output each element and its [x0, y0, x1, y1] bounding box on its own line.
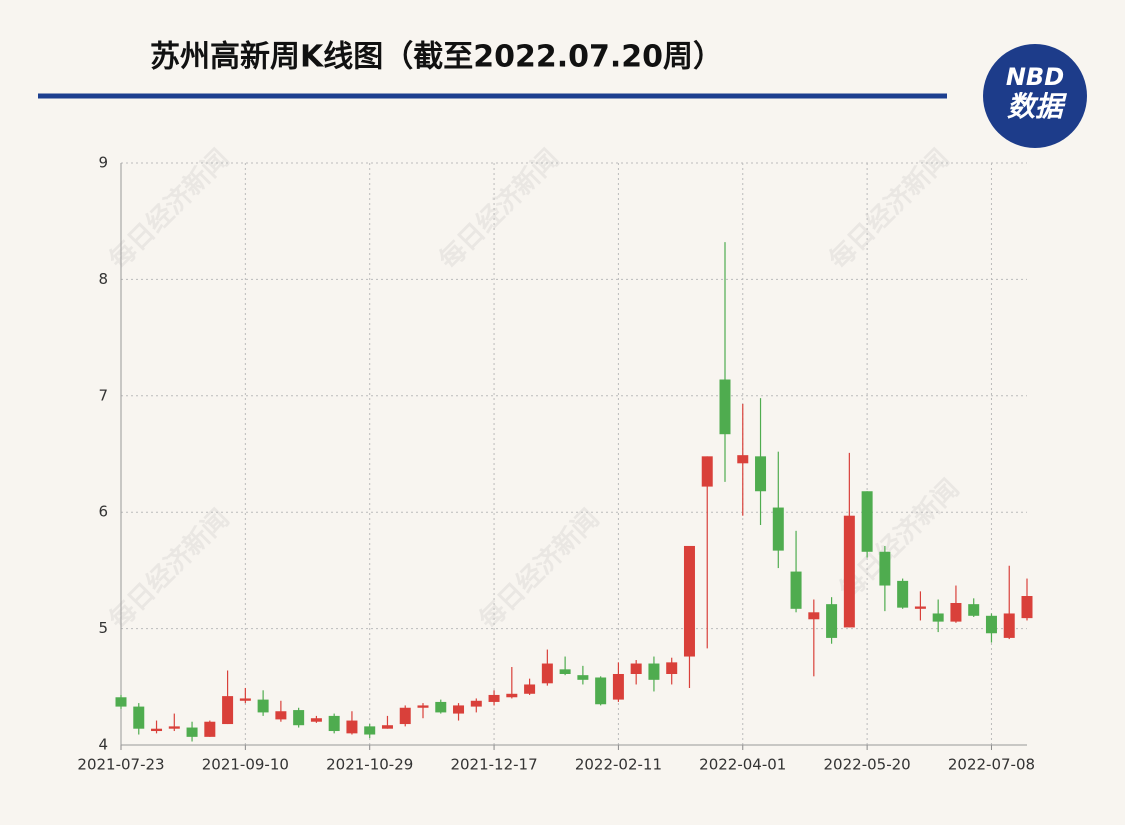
candle-body [1021, 596, 1033, 619]
logo-bottom: 数据 [1007, 90, 1068, 123]
candle-body [701, 456, 713, 487]
candle-body [186, 727, 198, 737]
candle-body [399, 707, 411, 725]
candle-body [239, 698, 251, 701]
candle-body [470, 700, 482, 707]
x-tick-label: 2022-02-11 [575, 756, 662, 774]
candle-body [222, 696, 234, 725]
candle-body [595, 677, 607, 705]
x-tick-label: 2021-10-29 [326, 756, 413, 774]
candle-body [435, 701, 447, 713]
candle-body [151, 728, 163, 732]
candle-body [950, 602, 962, 622]
candle-body [328, 715, 340, 732]
candle-body [737, 455, 749, 464]
x-tick-label: 2021-07-23 [77, 756, 164, 774]
candle-body [275, 711, 287, 720]
candle-body [968, 604, 980, 616]
candle-body [417, 705, 429, 708]
candle-body [115, 697, 127, 707]
candle-body [985, 615, 997, 634]
candle-body [808, 612, 820, 620]
candle-body [133, 706, 145, 729]
y-tick-label: 5 [98, 619, 108, 637]
logo-circle [983, 44, 1087, 148]
candle-body [826, 604, 838, 638]
y-tick-label: 6 [98, 503, 108, 521]
candle-body [755, 456, 767, 492]
candle-body [630, 663, 642, 674]
y-tick-label: 7 [98, 386, 108, 404]
candle-body [381, 725, 393, 729]
plot: 4 5 6 7 8 9 2021-07-23 2021-09-10 2021-10-29 2021… [77, 154, 1035, 774]
logo-top: NBD [1006, 63, 1064, 91]
x-tick-label: 2021-09-10 [202, 756, 289, 774]
y-tick-label: 4 [98, 736, 108, 754]
candle-body [364, 726, 376, 735]
candle-body [932, 613, 944, 622]
x-tick-label: 2022-05-20 [824, 756, 911, 774]
candle-body [897, 580, 909, 608]
candle-body [293, 710, 305, 726]
candle-body [346, 720, 358, 734]
candle-body [257, 699, 269, 713]
candle-body [1003, 613, 1015, 638]
candle-body [790, 571, 802, 609]
candle-body [204, 721, 216, 737]
chart-title: 苏州高新周K线图（截至2022.07.20周） [150, 40, 723, 75]
candle-body [524, 684, 536, 694]
candle-body [577, 675, 589, 680]
candle-body [310, 718, 322, 722]
y-tick-label: 9 [98, 154, 108, 172]
candle-body [541, 663, 553, 684]
candle-body [772, 507, 784, 551]
candle-body [453, 705, 465, 714]
candle-body [843, 515, 855, 628]
candle-body [168, 726, 180, 729]
x-tick-label: 2022-04-01 [699, 756, 786, 774]
candle-body [914, 606, 926, 609]
candle-body [683, 545, 695, 657]
y-tick-label: 8 [98, 270, 108, 288]
candle-body [648, 663, 660, 680]
candle-body [879, 551, 891, 586]
candle-body [666, 662, 678, 674]
candle-body [488, 694, 500, 702]
candle-body [861, 491, 873, 552]
candle-body [506, 693, 518, 698]
candle-body [719, 379, 731, 435]
candle-body [612, 673, 624, 700]
candle-body [559, 669, 571, 674]
x-tick-label: 2021-12-17 [450, 756, 537, 774]
x-tick-label: 2022-07-08 [948, 756, 1035, 774]
